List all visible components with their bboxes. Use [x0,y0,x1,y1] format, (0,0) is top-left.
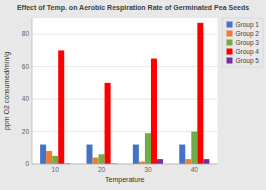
bar [40,145,46,164]
y-axis-line [32,18,33,164]
bar [52,156,58,164]
y-tick-label: 0 [25,160,29,167]
background [0,0,266,190]
legend-label: Group 2 [236,30,260,38]
bar [203,159,209,164]
grid-line [32,164,218,165]
bar [46,151,52,164]
plot-area [32,18,218,164]
legend-label: Group 5 [236,57,260,65]
legend-label: Group 3 [236,39,260,47]
bar [139,162,145,164]
bar [191,132,197,164]
x-axis-line [32,164,218,165]
bar [58,50,64,164]
legend-swatch [227,22,233,28]
y-tick-label: 60 [22,63,30,70]
x-tick-label: 10 [52,166,60,173]
legend-swatch [227,49,233,55]
title: Effect of Temp. on Aerobic Respiration R… [17,4,249,12]
bar [133,145,139,164]
bar [157,159,163,164]
bar [179,145,185,164]
bar [197,23,203,164]
legend-swatch [227,31,233,37]
legend-label: Group 4 [236,48,260,56]
bar [145,133,151,164]
bar [105,83,111,164]
bar [86,145,92,164]
x-tick-label: 30 [144,166,152,173]
x-tick-label: 40 [191,166,199,173]
grid-line [32,34,218,35]
x-tick-label: 20 [98,166,106,173]
y-tick-label: 40 [22,95,30,102]
bar [185,159,191,164]
legend: Group 1Group 2Group 3Group 4Group 5 [227,21,260,65]
chart: Effect of Temp. on Aerobic Respiration R… [0,0,266,190]
y-axis-label: ppm O2 consumed/min/g [3,52,11,130]
y-tick-label: 80 [22,30,30,37]
y-tick-label: 20 [22,128,30,135]
bars [40,23,209,164]
legend-swatch [227,58,233,64]
legend-swatch [227,40,233,46]
bar [93,158,99,164]
x-axis-label: Temperature [105,176,144,184]
legend-frame [223,18,264,67]
bar [151,59,157,164]
bar [99,154,105,164]
legend-label: Group 1 [236,21,260,29]
